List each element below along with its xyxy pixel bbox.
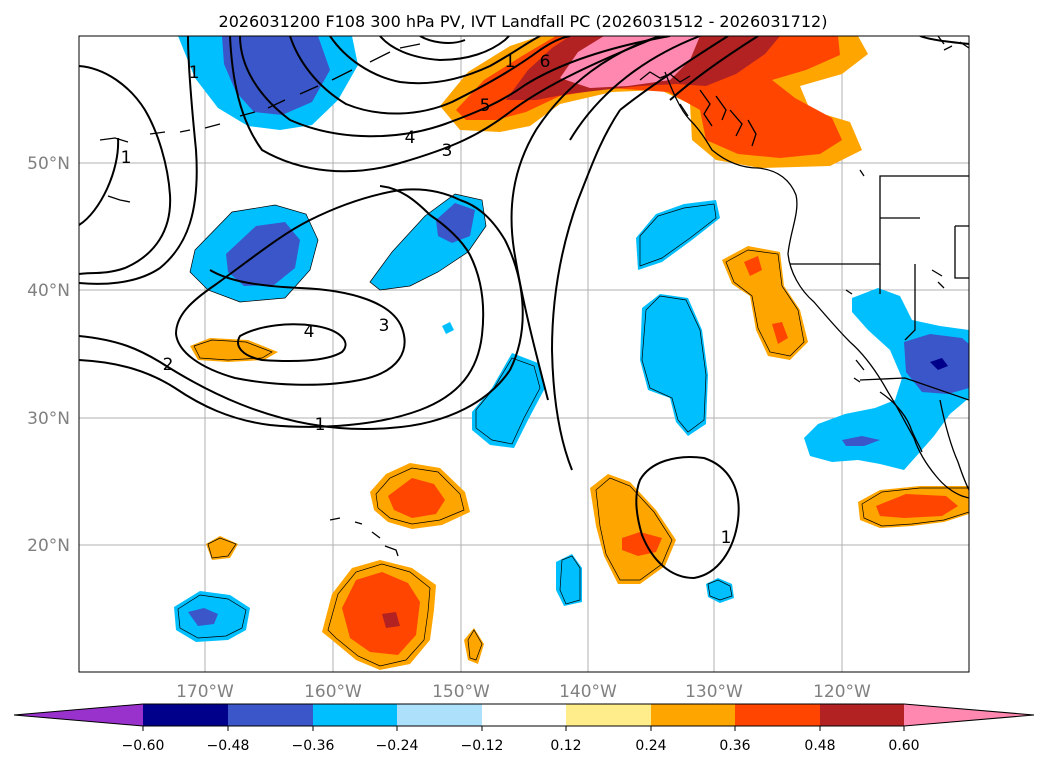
contour-label: 3: [379, 316, 390, 336]
map-area: 1 6 5 4 3 1 3 4 2 1 1 1: [79, 36, 969, 672]
contour-label: 1: [189, 63, 200, 83]
contour-label: 2: [163, 355, 174, 375]
colorbar-tick-label: 0.12: [550, 738, 581, 754]
colorbar-tick-label: −0.60: [122, 738, 165, 754]
lat-axis: 50°N 40°N 30°N 20°N: [27, 154, 70, 556]
colorbar-tick-label: 0.24: [635, 738, 666, 754]
colorbar-tick-label: 0.60: [888, 738, 919, 754]
contour-labels: 1 6 5 4 3 1 3 4 2 1 1 1: [121, 52, 732, 548]
lon-axis: 170°W 160°W 150°W 140°W 130°W 120°W: [176, 682, 871, 702]
contour-label: 4: [405, 128, 416, 148]
lat-tick-label: 20°N: [27, 536, 70, 556]
ivt-contours: [79, 36, 969, 580]
contour-label: 1: [121, 148, 132, 168]
colorbar-segment: [313, 704, 397, 726]
colorbar-segment: [651, 704, 735, 726]
colorbar-tick-label: −0.24: [376, 738, 419, 754]
colorbar-segment: [143, 704, 228, 726]
colorbar-segment: [735, 704, 820, 726]
lon-tick-label: 170°W: [176, 682, 234, 702]
lon-tick-label: 130°W: [685, 682, 743, 702]
coastlines-and-borders: [99, 36, 969, 557]
contour-label: 6: [540, 52, 551, 72]
colorbar-tick-label: −0.36: [292, 738, 335, 754]
lon-tick-label: 150°W: [432, 682, 490, 702]
lon-tick-label: 120°W: [813, 682, 871, 702]
lon-tick-label: 140°W: [559, 682, 617, 702]
contour-label: 1: [315, 415, 326, 435]
colorbar-segment: [482, 704, 566, 726]
colorbar: −0.60 −0.48 −0.36 −0.24 −0.12 0.12 0.24 …: [13, 703, 1035, 754]
lat-tick-label: 40°N: [27, 281, 70, 301]
colorbar-over-triangle: [904, 704, 1034, 726]
contour-label: 1: [505, 52, 516, 72]
anomaly-outlines: [177, 193, 969, 667]
colorbar-tick-label: 0.36: [719, 738, 750, 754]
colorbar-tick-label: −0.48: [207, 738, 250, 754]
contour-label: 5: [480, 96, 491, 116]
contour-label: 3: [442, 141, 453, 161]
colorbar-tick-label: 0.48: [804, 738, 835, 754]
map-frame: [78, 35, 970, 673]
contour-label: 4: [304, 322, 315, 342]
colorbar-tick-label: −0.12: [461, 738, 504, 754]
figure-title: 2026031200 F108 300 hPa PV, IVT Landfall…: [219, 12, 828, 31]
colorbar-segment: [820, 704, 904, 726]
colorbar-segment: [397, 704, 482, 726]
anomaly-positive-shading: [190, 36, 969, 670]
lon-tick-label: 160°W: [304, 682, 362, 702]
lat-tick-label: 30°N: [27, 409, 70, 429]
colorbar-segment: [228, 704, 313, 726]
colorbar-segment: [566, 704, 651, 726]
contour-label: 1: [721, 528, 732, 548]
colorbar-under-triangle: [14, 704, 143, 726]
anomaly-negative-shading: [174, 36, 969, 642]
lat-tick-label: 50°N: [27, 154, 70, 174]
